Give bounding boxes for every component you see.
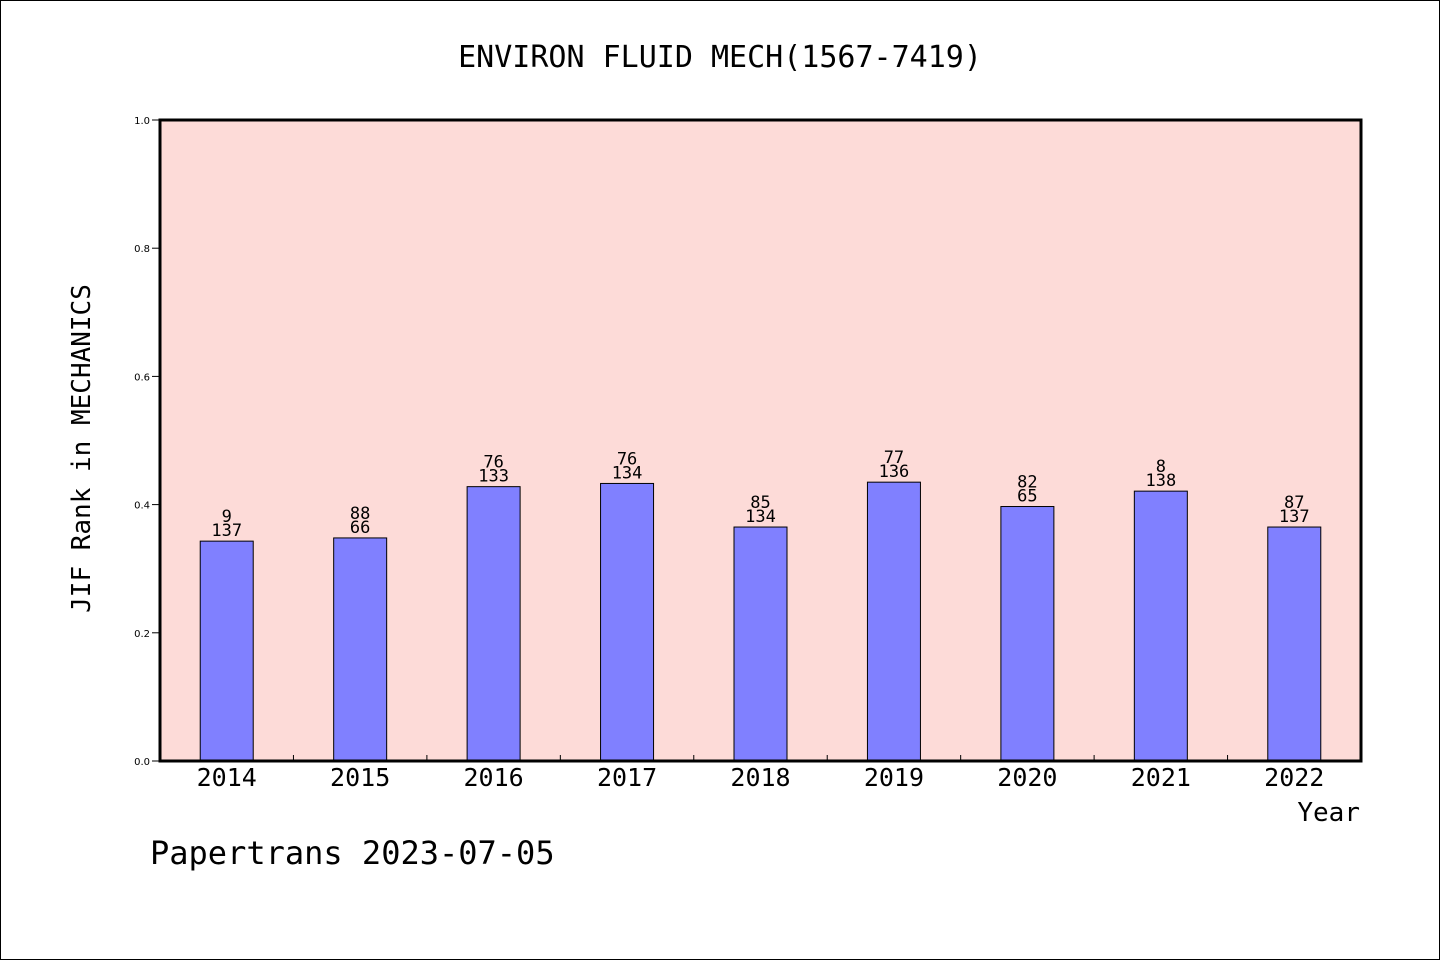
data-label-top: 9 <box>222 507 232 527</box>
x-tick-label: 2014 <box>197 763 257 792</box>
y-tick-label: 0.2 <box>134 629 150 640</box>
data-label-top: 87 <box>1284 493 1304 513</box>
y-tick-label: 0.6 <box>134 372 150 383</box>
x-tick-label: 2016 <box>464 763 524 792</box>
bar-2016 <box>466 486 521 762</box>
plot-border <box>158 118 1363 763</box>
x-tick-label: 2019 <box>864 763 924 792</box>
x-axis: 2014 2015 2016 2017 2018 2019 2020 2021 2022 <box>197 755 1324 792</box>
data-label-bottom: 134 <box>612 463 643 483</box>
y-tick-label: 1.0 <box>134 116 150 127</box>
x-tick-label: 2021 <box>1131 763 1191 792</box>
data-label-top: 88 <box>350 504 370 524</box>
data-label-top: 85 <box>750 493 770 513</box>
data-label-top: 76 <box>617 449 637 469</box>
x-tick-label: 2015 <box>330 763 390 792</box>
bar-2014 <box>199 540 254 762</box>
data-label-bottom: 65 <box>1017 487 1037 507</box>
x-tick-label: 2017 <box>597 763 657 792</box>
x-tick-label: 2020 <box>997 763 1057 792</box>
bar-2018 <box>733 526 788 762</box>
bars-layer <box>199 481 1322 762</box>
bar-2019 <box>866 481 921 762</box>
data-label-bottom: 134 <box>745 507 776 527</box>
data-label-bottom: 66 <box>350 518 370 538</box>
y-axis-label: JIF Rank in MECHANICS <box>67 284 97 613</box>
bar-2020 <box>1000 506 1055 762</box>
x-axis-label: Year <box>1297 798 1360 828</box>
y-tick-label: 0.8 <box>134 244 150 255</box>
bar-2017 <box>600 482 655 762</box>
y-tick-label: 0.4 <box>134 501 150 512</box>
data-label-top: 82 <box>1017 473 1037 493</box>
data-label-bottom: 133 <box>478 467 509 487</box>
data-label-top: 76 <box>483 453 503 473</box>
data-label-bottom: 136 <box>879 462 910 482</box>
bar-2015 <box>333 537 388 762</box>
x-tick-label: 2022 <box>1264 763 1324 792</box>
footer-credit: Papertrans 2023-07-05 <box>150 834 555 872</box>
bar-2021 <box>1133 490 1188 762</box>
data-label-bottom: 137 <box>211 521 242 541</box>
data-label-bottom: 138 <box>1145 471 1176 491</box>
y-axis: 0.0 0.2 0.4 0.6 0.8 1.0 <box>134 116 160 768</box>
data-label-bottom: 137 <box>1279 507 1310 527</box>
chart-title: ENVIRON FLUID MECH(1567-7419) <box>458 40 982 75</box>
data-label-top: 8 <box>1156 457 1166 477</box>
bar-2022 <box>1267 526 1322 762</box>
data-label-top: 77 <box>884 448 904 468</box>
data-labels-layer: 9137886676133761348513477136826581388713… <box>211 448 1309 541</box>
y-tick-label: 0.0 <box>134 757 150 768</box>
x-tick-label: 2018 <box>730 763 790 792</box>
